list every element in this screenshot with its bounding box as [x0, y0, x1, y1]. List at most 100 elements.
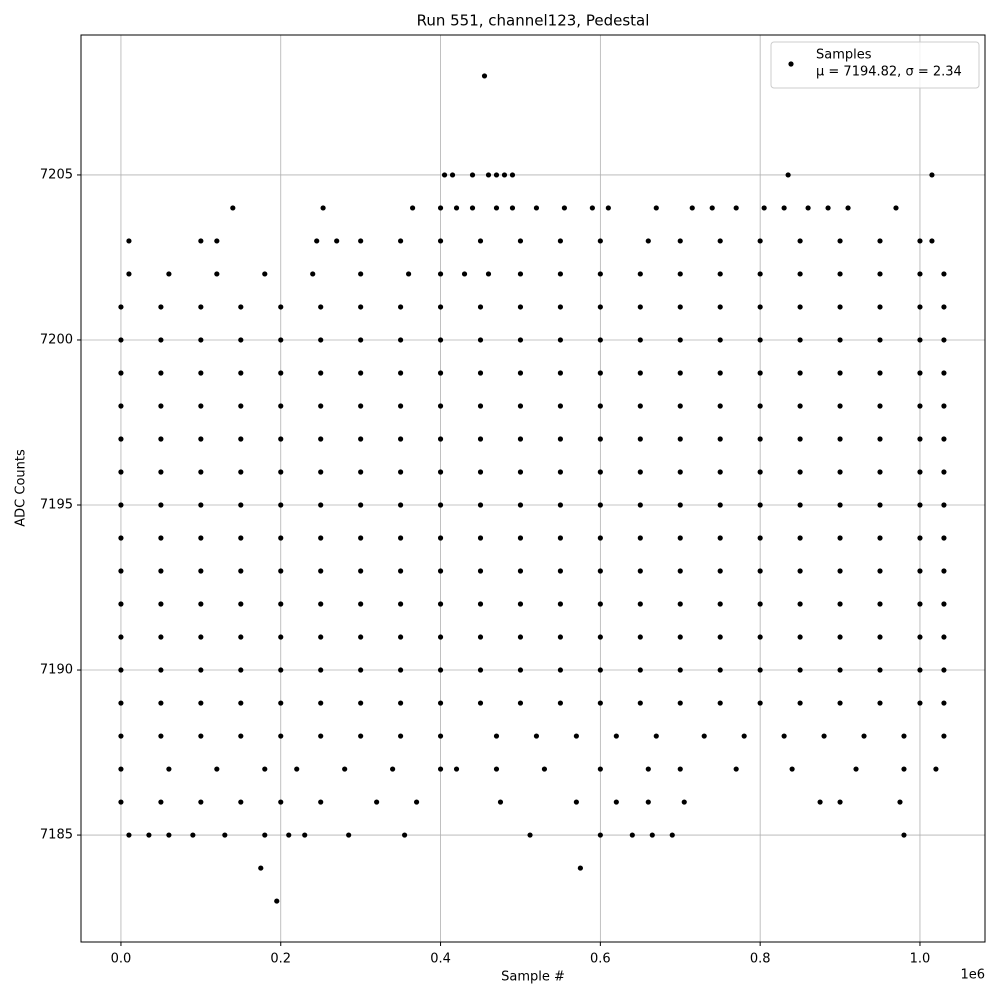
point — [118, 667, 124, 673]
point — [477, 535, 484, 541]
point — [597, 403, 603, 409]
point — [437, 271, 444, 277]
point — [837, 700, 843, 706]
point — [877, 238, 883, 244]
y-tick-label: 7195 — [40, 498, 73, 513]
point — [158, 601, 164, 607]
point — [757, 469, 763, 475]
x-offset-label: 1e6 — [960, 968, 985, 983]
point — [398, 634, 404, 640]
point — [877, 370, 883, 376]
point — [158, 733, 164, 739]
point — [877, 634, 883, 640]
point — [557, 700, 564, 706]
point — [901, 766, 907, 772]
point — [493, 733, 500, 739]
point — [645, 799, 651, 805]
point — [358, 601, 364, 607]
point — [278, 436, 284, 442]
point — [158, 337, 164, 343]
point — [238, 337, 244, 343]
point — [198, 238, 204, 244]
point — [597, 601, 603, 607]
point — [557, 568, 564, 574]
point — [733, 766, 739, 772]
point — [190, 832, 196, 838]
point — [509, 172, 516, 178]
point — [501, 172, 508, 178]
point — [278, 667, 284, 673]
point — [597, 535, 603, 541]
point — [941, 436, 947, 442]
point — [453, 766, 460, 772]
point — [278, 502, 284, 508]
point — [222, 832, 228, 838]
point — [517, 634, 524, 640]
point — [897, 799, 903, 805]
point — [637, 304, 643, 310]
point — [717, 568, 723, 574]
point — [517, 568, 524, 574]
point — [413, 799, 420, 805]
point — [278, 535, 284, 541]
point — [461, 271, 468, 277]
point — [358, 667, 364, 673]
point — [198, 469, 204, 475]
point — [358, 271, 364, 277]
point — [837, 799, 843, 805]
point — [717, 337, 723, 343]
point — [358, 304, 364, 310]
point — [453, 205, 460, 211]
chart-title: Run 551, channel123, Pedestal — [417, 12, 650, 30]
point — [941, 370, 947, 376]
point — [645, 766, 651, 772]
point — [941, 502, 947, 508]
point — [837, 568, 843, 574]
point — [409, 205, 416, 211]
point — [561, 205, 568, 211]
point — [286, 832, 292, 838]
point — [597, 370, 603, 376]
point — [757, 634, 763, 640]
point — [318, 700, 324, 706]
x-tick-label: 1.0 — [910, 952, 931, 967]
point — [158, 568, 164, 574]
point — [637, 634, 643, 640]
point — [118, 634, 124, 640]
point — [118, 535, 124, 541]
point — [158, 304, 164, 310]
point — [717, 601, 723, 607]
point — [597, 700, 603, 706]
point — [597, 502, 603, 508]
point — [238, 304, 244, 310]
point — [757, 535, 763, 541]
point — [689, 205, 695, 211]
point — [757, 700, 763, 706]
point — [837, 634, 843, 640]
point — [797, 601, 803, 607]
point — [877, 601, 883, 607]
point — [597, 667, 603, 673]
point — [533, 733, 540, 739]
point — [437, 469, 444, 475]
point — [342, 766, 348, 772]
point — [597, 568, 603, 574]
point — [517, 403, 524, 409]
point — [717, 436, 723, 442]
point — [917, 568, 923, 574]
point — [126, 238, 132, 244]
point — [941, 403, 947, 409]
point — [398, 337, 404, 343]
point — [677, 766, 683, 772]
point — [845, 205, 851, 211]
point — [278, 799, 284, 805]
point — [649, 832, 655, 838]
point — [917, 304, 923, 310]
legend-note: μ = 7194.82, σ = 2.34 — [816, 65, 962, 80]
point — [437, 403, 444, 409]
point — [437, 568, 444, 574]
point — [637, 700, 643, 706]
point — [320, 205, 326, 211]
point — [577, 865, 583, 871]
legend-box — [770, 41, 980, 89]
